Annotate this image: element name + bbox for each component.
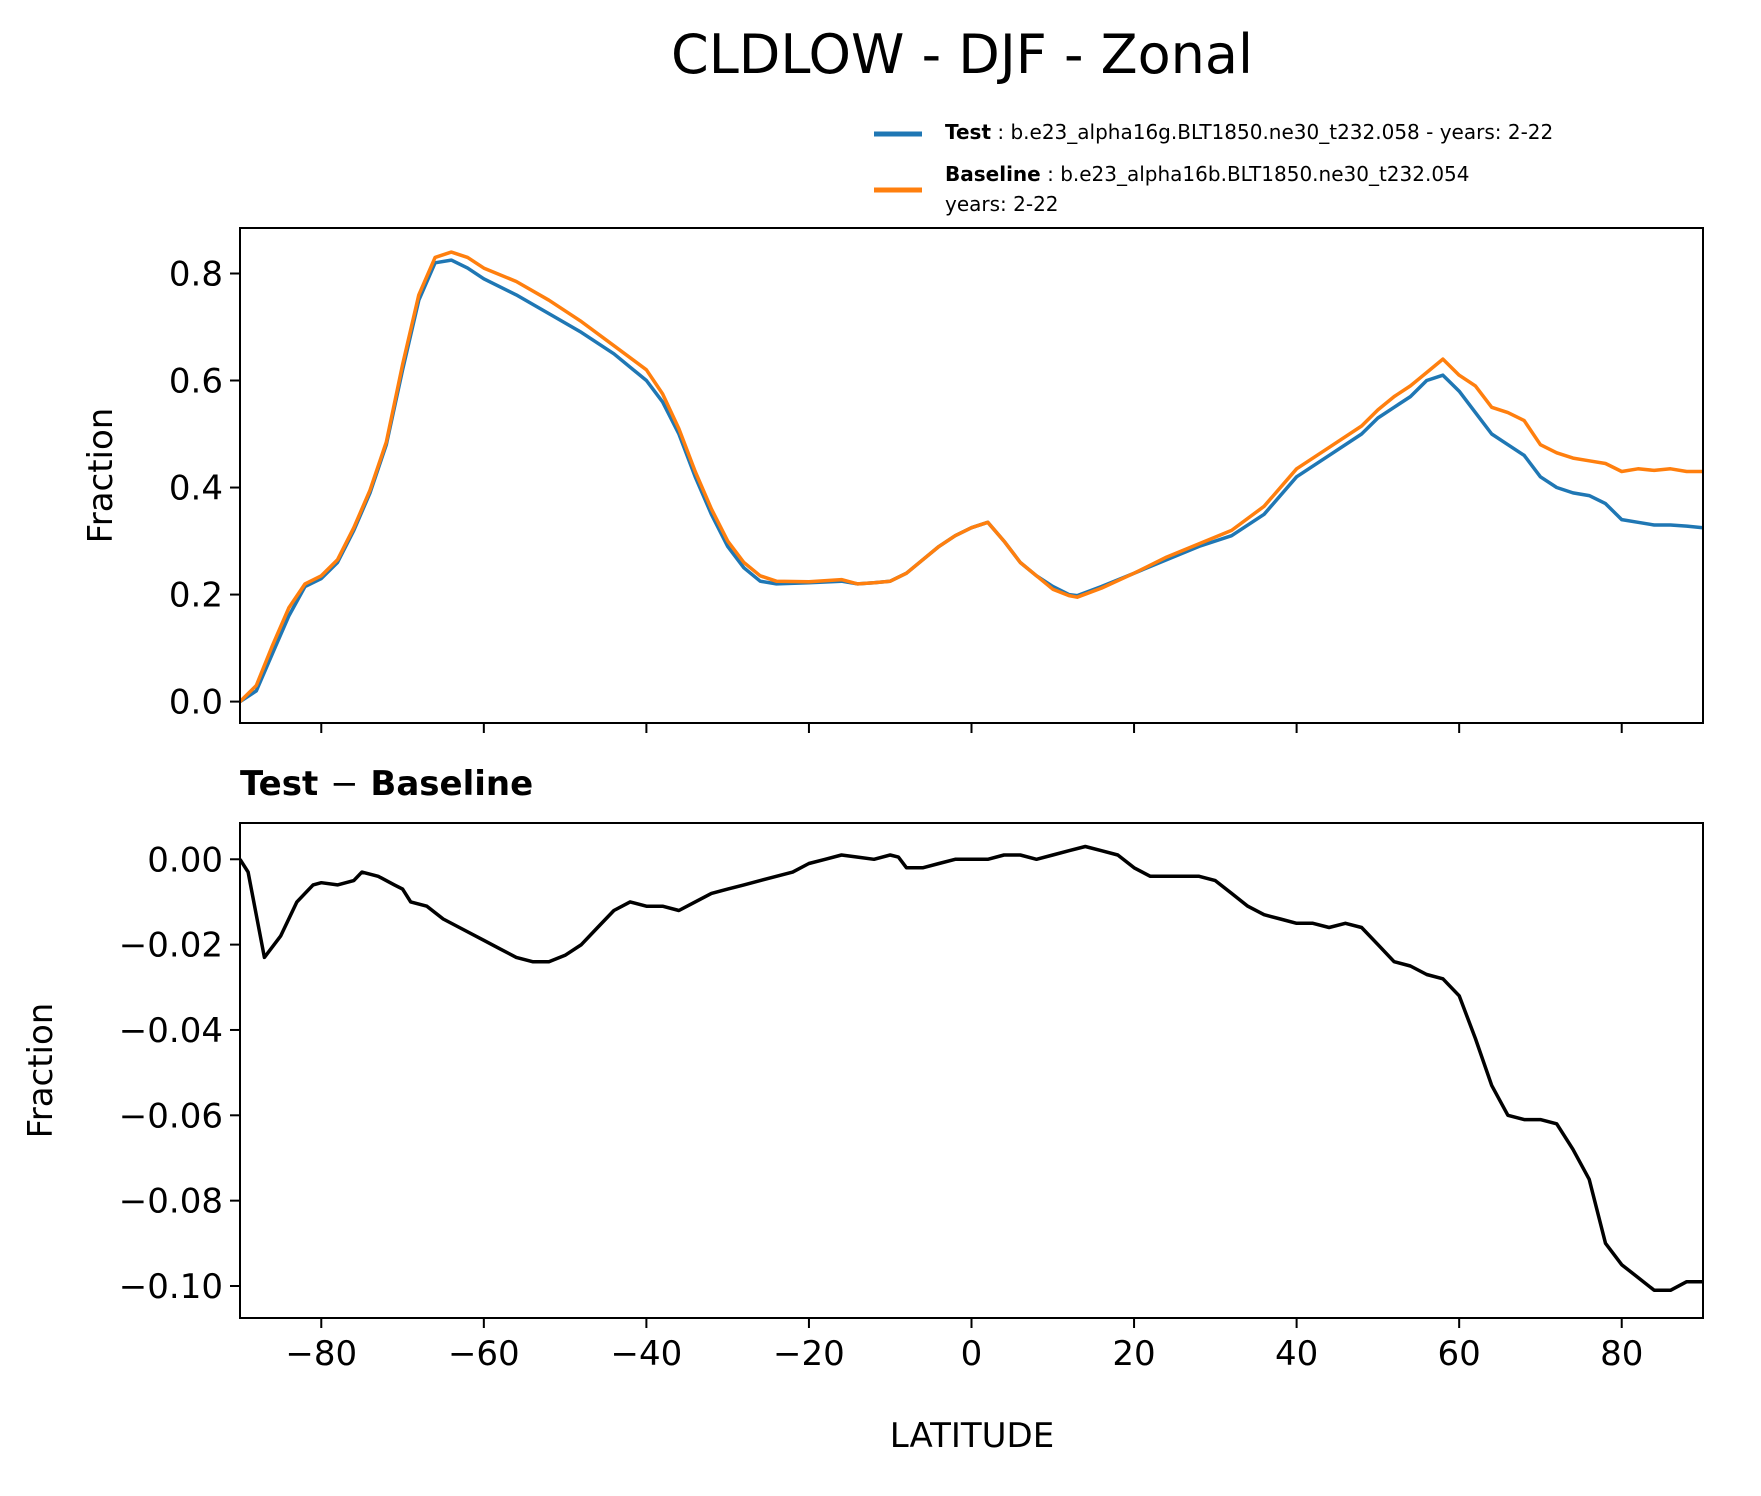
legend-baseline-entry: Baseline : b.e23_alpha16b.BLT1850.ne30_t… (945, 162, 1470, 186)
bottom-panel-title: Test − Baseline (240, 764, 533, 804)
bottom-x-tick-label: 0 (961, 1334, 983, 1374)
top-y-tick-label: 0.4 (169, 469, 223, 509)
bottom-x-tick-label: 20 (1112, 1334, 1155, 1374)
bottom-y-tick-label: −0.02 (119, 926, 223, 966)
bottom-x-tick-label: −80 (285, 1334, 357, 1374)
bottom-panel-title-test: Test (240, 764, 318, 804)
bottom-panel-title-sep: − (330, 764, 359, 804)
x-axis-label: LATITUDE (890, 1416, 1054, 1456)
legend: Test : b.e23_alpha16g.BLT1850.ne30_t232.… (874, 120, 1553, 216)
top-y-tick-label: 0.2 (169, 576, 223, 616)
bottom-x-tick-label: −20 (773, 1334, 845, 1374)
bottom-y-tick-label: −0.04 (119, 1011, 223, 1051)
top-y-axis-label: Fraction (81, 408, 121, 544)
bottom-y-tick-label: 0.00 (147, 840, 223, 880)
bottom-y-tick-label: −0.08 (119, 1182, 223, 1222)
bottom-panel-title-baseline: Baseline (370, 764, 533, 804)
bottom-x-tick-label: −60 (448, 1334, 520, 1374)
legend-baseline-label: Baseline (945, 162, 1041, 186)
bottom-panel: −80 −60 −40 −20 0 20 40 60 80 0.00 −0.02 −0.04 −0.06… (21, 822, 1704, 1374)
bottom-series-test-baseline-line (240, 844, 1703, 1293)
legend-baseline-desc2: years: 2-22 (945, 192, 1059, 216)
top-y-tick-label: 0.0 (169, 683, 223, 723)
top-panel: 0.0 0.2 0.4 0.6 0.8 Fraction (81, 227, 1704, 733)
bottom-x-tick-label: −40 (611, 1334, 683, 1374)
bottom-x-tick-label: 60 (1438, 1334, 1481, 1374)
bottom-x-tick-label: 80 (1600, 1334, 1643, 1374)
top-series-baseline-line (240, 250, 1703, 703)
legend-test-desc: : b.e23_alpha16g.BLT1850.ne30_t232.058 -… (997, 120, 1553, 144)
top-y-tick-label: 0.8 (169, 254, 223, 294)
top-y-tick-label: 0.6 (169, 362, 223, 402)
bottom-y-axis-label: Fraction (21, 1003, 61, 1139)
legend-test-entry: Test : b.e23_alpha16g.BLT1850.ne30_t232.… (945, 120, 1553, 144)
bottom-y-tick-label: −0.10 (119, 1267, 223, 1307)
bottom-x-tick-label: 40 (1275, 1334, 1318, 1374)
bottom-y-tick-label: −0.06 (119, 1096, 223, 1136)
legend-baseline-desc: : b.e23_alpha16b.BLT1850.ne30_t232.054 (1047, 162, 1469, 186)
figure-title: CLDLOW - DJF - Zonal (671, 23, 1253, 86)
legend-test-label: Test (945, 120, 991, 144)
